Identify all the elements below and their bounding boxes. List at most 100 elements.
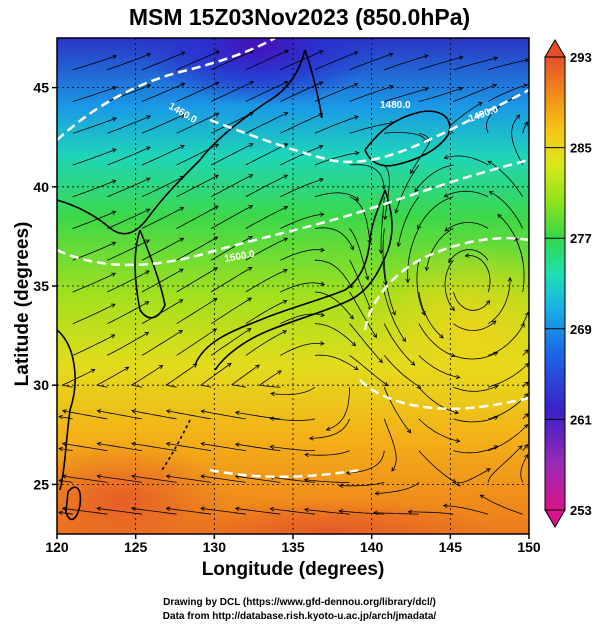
streamline	[176, 236, 218, 261]
streamline	[176, 267, 218, 293]
streamline-arrowhead	[282, 330, 288, 335]
streamline-arrowhead	[247, 297, 253, 302]
streamline-arrowhead	[407, 509, 413, 515]
streamline	[522, 444, 528, 451]
streamline	[480, 494, 523, 515]
credit-drawing: Drawing by DCL (https://www.gfd-dennou.o…	[163, 597, 436, 608]
streamline	[166, 507, 212, 515]
streamline	[131, 507, 177, 515]
streamline-arrowhead	[424, 266, 430, 272]
streamline-arrowhead	[523, 424, 529, 429]
streamline	[349, 355, 388, 387]
streamline	[280, 113, 323, 134]
streamline-arrowhead	[455, 374, 461, 380]
streamline	[211, 174, 253, 198]
streamline-arrowhead	[373, 510, 378, 516]
streamline	[176, 298, 218, 325]
streamline-arrowhead	[523, 83, 529, 88]
streamline	[235, 411, 281, 420]
streamline-arrowhead	[145, 177, 151, 182]
streamline	[245, 174, 288, 198]
streamline-arrowhead	[391, 310, 396, 316]
streamline-arrowhead	[269, 416, 275, 422]
plot-area: 1460.0 1480.0 1490.0 1500.0	[57, 38, 529, 534]
streamline-arrowhead	[165, 474, 171, 479]
streamline	[453, 352, 498, 360]
streamline	[107, 53, 151, 71]
contour-1510	[359, 379, 529, 410]
streamline-arrowhead	[444, 227, 450, 232]
streamline	[383, 387, 412, 434]
streamline	[107, 270, 150, 293]
streamline	[520, 454, 529, 483]
streamline	[166, 443, 212, 452]
streamline-arrowhead	[255, 364, 260, 369]
streamline-arrowhead	[200, 474, 205, 479]
streamline-arrowhead	[180, 144, 185, 150]
streamline	[72, 242, 116, 261]
streamline-arrowhead	[180, 51, 186, 56]
streamline	[314, 152, 359, 166]
streamline	[395, 164, 420, 214]
x-tick-label: 145	[439, 539, 463, 555]
streamline-arrowhead	[325, 426, 331, 431]
streamline-arrowhead	[248, 143, 254, 148]
streamline	[72, 117, 117, 134]
streamline-arrowhead	[124, 366, 130, 371]
streamline	[383, 260, 396, 316]
streamline	[280, 313, 325, 325]
y-tick-label: 25	[33, 476, 49, 492]
contour-1490	[57, 158, 529, 267]
streamline	[453, 445, 498, 454]
streamline	[453, 57, 498, 71]
streamline	[199, 363, 232, 388]
streamline	[107, 332, 149, 356]
streamline	[314, 354, 359, 371]
streamline-arrowhead	[515, 114, 521, 119]
streamline-arrowhead	[200, 506, 205, 512]
contour-label: 1480.0	[380, 100, 411, 111]
streamline-arrowhead	[146, 84, 152, 89]
streamline	[270, 417, 316, 421]
streamline-arrowhead	[454, 410, 459, 415]
streamline	[349, 85, 394, 102]
streamline	[280, 282, 325, 293]
streamline	[487, 84, 528, 102]
streamline	[201, 475, 246, 483]
streamline	[407, 228, 420, 283]
credit-data: Data from http://database.rish.kyoto-u.a…	[162, 611, 437, 622]
streamline-arrowhead	[145, 270, 150, 275]
streamline	[210, 267, 252, 293]
streamline	[418, 323, 455, 357]
streamline	[58, 416, 73, 420]
x-axis-ticks: 120 125 130 135 140 145 150	[45, 534, 541, 555]
streamline	[487, 59, 529, 71]
streamline-arrowhead	[414, 187, 419, 193]
streamline	[304, 509, 350, 515]
streamline-arrowhead	[318, 50, 324, 55]
streamline-arrowhead	[497, 213, 502, 219]
streamline-arrowhead	[179, 268, 184, 273]
contour-label: 1500.0	[224, 249, 256, 265]
streamline-arrowhead	[394, 209, 399, 214]
streamline	[166, 410, 212, 420]
streamline-arrowhead	[338, 483, 344, 488]
streamline	[176, 50, 220, 71]
streamline	[349, 53, 393, 71]
streamline	[245, 112, 288, 134]
streamline	[485, 96, 516, 134]
streamline-arrowhead	[318, 81, 324, 86]
streamline	[314, 227, 354, 250]
streamline-arrowhead	[158, 365, 164, 370]
warm-south	[57, 440, 230, 534]
streamline-arrowhead	[283, 206, 289, 211]
streamline	[314, 83, 358, 102]
y-axis-ticks: 25 30 35 40 45	[33, 80, 57, 492]
streamline	[141, 268, 184, 293]
streamline	[176, 112, 219, 134]
taiwan-coastline	[65, 486, 82, 521]
streamline-arrowhead	[179, 237, 185, 242]
streamline-arrowhead	[406, 428, 412, 434]
colorbar-max-arrow	[544, 39, 566, 58]
china-east-coast	[57, 329, 76, 491]
